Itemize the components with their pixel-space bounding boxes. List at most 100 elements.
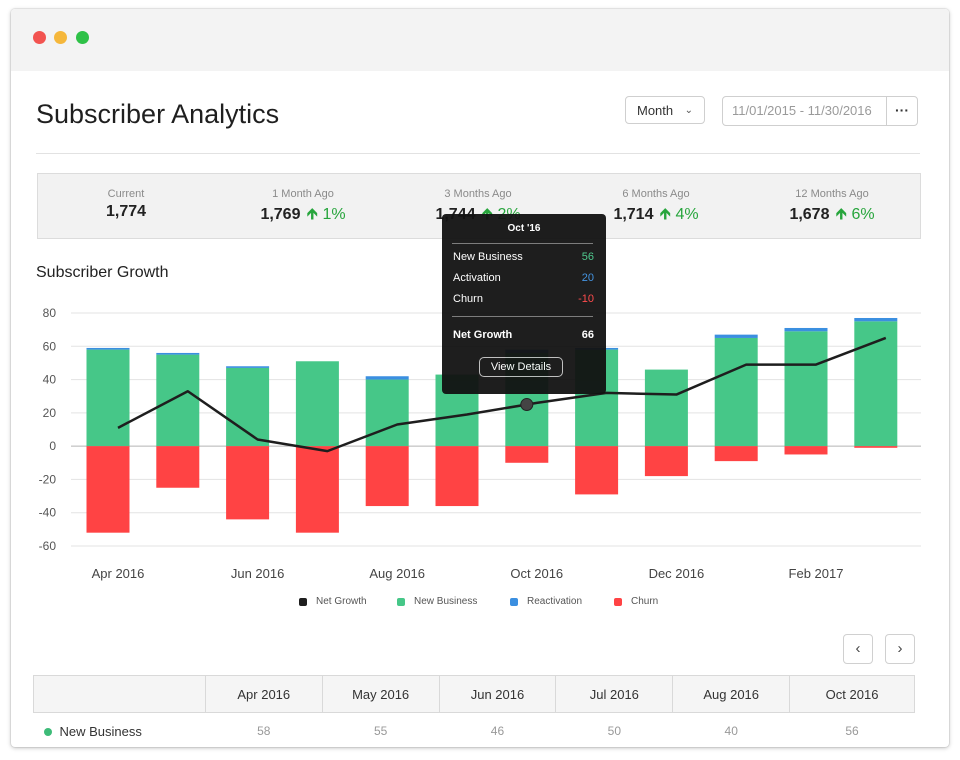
bar-reactivation <box>854 317 898 322</box>
period-select[interactable]: Month ⌄ <box>625 96 705 124</box>
tooltip-row-value: -10 <box>578 293 594 305</box>
date-range-picker[interactable]: 11/01/2015 - 11/30/2016 ··· <box>722 96 918 126</box>
legend-item-net-growth[interactable]: Net Growth <box>299 596 367 607</box>
highlight-point <box>520 398 534 412</box>
table-header-cell: Oct 2016 <box>789 675 915 713</box>
bar-churn <box>226 446 270 520</box>
bar-reactivation <box>156 352 200 355</box>
table-cell: 40 <box>672 712 790 747</box>
table-row: New Business 58 55 46 50 40 56 <box>33 712 915 747</box>
bar-churn <box>365 446 409 507</box>
chevron-down-icon: ⌄ <box>684 105 693 116</box>
arrow-up-icon: 🡹 <box>835 206 847 223</box>
stat-value: 1,714 <box>613 206 654 223</box>
page-title: Subscriber Analytics <box>36 99 280 129</box>
subscriber-growth-chart[interactable]: 80 60 40 20 0 -20 -40 -60 Apr 2016 Jun 2016 Aug 20… <box>11 291 949 591</box>
bar-new-business <box>295 361 339 447</box>
bar-reactivation <box>784 327 828 332</box>
table-cell: 58 <box>205 712 323 747</box>
stat-change: 🡹 6% <box>835 206 874 223</box>
stat-label: Current <box>107 188 145 200</box>
tooltip-row-label: Activation <box>453 272 501 284</box>
chart-tooltip: Oct '16 New Business 56 Activation 20 Ch… <box>442 214 606 394</box>
x-tick-label: Dec 2016 <box>649 566 705 581</box>
table-prev-button[interactable]: ‹ <box>843 634 873 664</box>
tooltip-total-value: 66 <box>581 329 594 341</box>
table-cell: 56 <box>789 712 915 747</box>
bar-churn <box>435 446 479 507</box>
y-tick-label: 0 <box>49 439 56 453</box>
y-tick-label: -40 <box>39 506 57 520</box>
section-title: Subscriber Growth <box>36 264 169 281</box>
stat-value: 1,774 <box>105 203 147 220</box>
bar-reactivation <box>714 334 758 338</box>
more-options-button[interactable]: ··· <box>886 97 917 125</box>
tooltip-total-label: Net Growth <box>453 329 513 341</box>
legend-swatch <box>299 597 307 606</box>
legend-label: Net Growth <box>316 596 367 607</box>
stat-1-month-ago: 1 Month Ago 1,769 🡹 1% <box>248 188 358 230</box>
table-row-label-text: New Business <box>59 723 142 739</box>
minimize-window-button[interactable] <box>54 31 67 44</box>
bar-reactivation <box>226 366 270 368</box>
view-details-button[interactable]: View Details <box>479 357 563 377</box>
date-range-value: 11/01/2015 - 11/30/2016 <box>732 103 872 118</box>
bar-new-business <box>854 321 898 447</box>
app-window: Subscriber Analytics Month ⌄ 11/01/2015 … <box>11 9 949 747</box>
data-table: Apr 2016 May 2016 Jun 2016 Jul 2016 Aug … <box>33 675 915 747</box>
stat-change: 🡹 4% <box>659 206 698 223</box>
stat-6-months-ago: 6 Months Ago 1,714 🡹 4% <box>596 188 716 230</box>
legend-item-churn[interactable]: Churn <box>614 596 658 607</box>
stat-value: 1,678 <box>789 206 830 223</box>
stat-change-value: 6% <box>851 206 875 223</box>
legend-swatch <box>397 597 405 606</box>
table-header-cell: Apr 2016 <box>204 675 323 713</box>
bar-new-business <box>86 349 130 447</box>
stat-value: 1,769 <box>260 206 301 223</box>
legend-item-new-business[interactable]: New Business <box>397 596 477 607</box>
table-cell: 55 <box>322 712 440 747</box>
close-window-button[interactable] <box>33 31 46 44</box>
bar-new-business <box>644 369 688 447</box>
y-tick-label: 20 <box>43 406 57 420</box>
tooltip-title: Oct '16 <box>507 223 541 234</box>
bar-churn <box>854 446 898 448</box>
arrow-up-icon: 🡹 <box>659 206 671 223</box>
y-tick-label: 40 <box>43 373 57 387</box>
x-tick-label: Apr 2016 <box>92 566 145 581</box>
bar-new-business <box>365 379 409 447</box>
arrow-up-icon: 🡹 <box>306 206 318 223</box>
bar-churn <box>86 446 130 533</box>
legend-swatch <box>614 597 622 606</box>
table-header-cell: Jul 2016 <box>555 675 674 713</box>
bar-churn <box>156 446 200 488</box>
tooltip-row-churn: Churn -10 <box>453 293 594 305</box>
table-row-label: New Business <box>33 712 206 747</box>
main-content: Subscriber Analytics Month ⌄ 11/01/2015 … <box>11 71 949 747</box>
period-select-value: Month <box>637 103 674 118</box>
net-growth-line <box>117 336 887 453</box>
bar-reactivation <box>86 347 130 350</box>
title-bar <box>11 9 949 71</box>
y-tick-label: 80 <box>43 306 57 320</box>
x-tick-label: Jun 2016 <box>231 566 285 581</box>
stat-label: 12 Months Ago <box>795 188 869 200</box>
bar-churn <box>295 446 339 533</box>
bar-churn <box>784 446 828 455</box>
tooltip-row-activation: Activation 20 <box>453 272 594 284</box>
legend-swatch <box>510 597 518 606</box>
table-header-cell: Jun 2016 <box>438 675 557 713</box>
stat-change: 🡹 1% <box>306 206 345 223</box>
tooltip-row-label: New Business <box>453 251 523 263</box>
legend-item-reactivation[interactable]: Reactivation <box>510 596 582 607</box>
stat-12-months-ago: 12 Months Ago 1,678 🡹 6% <box>772 188 892 230</box>
new-business-dot-icon <box>43 727 52 736</box>
table-header-cell: May 2016 <box>321 675 440 713</box>
tooltip-row-value: 20 <box>581 272 594 284</box>
table-next-button[interactable]: › <box>885 634 915 664</box>
stat-label: 3 Months Ago <box>444 188 512 200</box>
tooltip-row-value: 56 <box>581 251 594 263</box>
legend-label: Reactivation <box>527 596 583 607</box>
bar-new-business <box>714 337 758 447</box>
zoom-window-button[interactable] <box>76 31 89 44</box>
